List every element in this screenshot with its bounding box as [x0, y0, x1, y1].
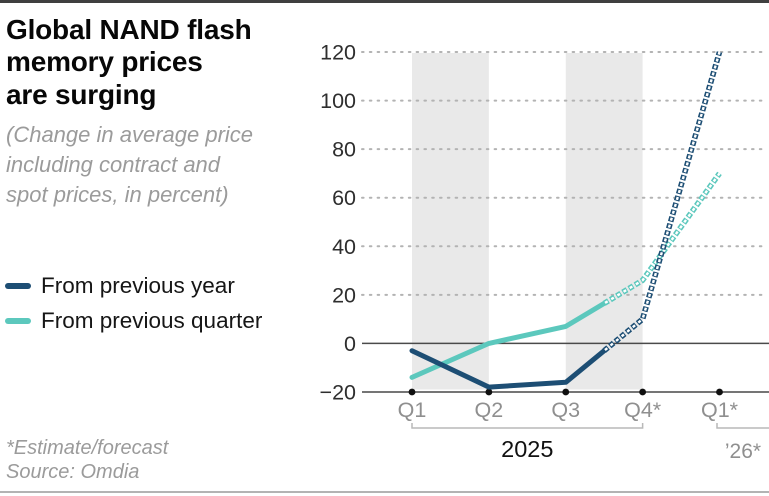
- axis-tick-dot: [639, 388, 647, 396]
- chart-title-line: Global NAND flash: [6, 14, 252, 45]
- chart-subtitle: (Change in average price including contr…: [6, 120, 306, 210]
- axis-tick-dot: [562, 388, 570, 396]
- axis-tick-dot: [408, 388, 416, 396]
- shaded-band: [412, 53, 489, 390]
- y-axis-label: 100: [320, 89, 356, 113]
- x-axis-label: Q2: [475, 398, 504, 422]
- chart-subtitle-line: (Change in average price: [6, 122, 254, 147]
- y-axis-label: 40: [332, 235, 356, 259]
- legend-label: From previous year: [41, 273, 235, 298]
- series-line-solid: [409, 300, 607, 380]
- axis-tick-dot: [716, 388, 723, 396]
- axis-tick-dot: [485, 388, 493, 396]
- legend-item-previous-quarter: From previous quarter: [5, 308, 262, 334]
- x-axis-label: Q1*: [701, 398, 739, 422]
- series-line-forecast-inner: [603, 51, 721, 352]
- y-axis-label: 120: [320, 41, 356, 65]
- series-line-solid: [409, 348, 607, 390]
- legend-item-previous-year: From previous year: [5, 273, 262, 299]
- y-axis-label: 0: [344, 332, 356, 356]
- legend-swatch-previous-year: [5, 283, 31, 289]
- year-label: 2025: [501, 436, 553, 462]
- year-bracket: [411, 423, 644, 429]
- chart-title: Global NAND flash memory prices are surg…: [6, 14, 306, 111]
- y-axis-label: −20: [320, 381, 357, 405]
- legend-label: From previous quarter: [41, 308, 263, 333]
- shaded-band: [565, 53, 643, 390]
- bottom-rule: [0, 491, 769, 493]
- legend: From previous year From previous quarter: [5, 273, 262, 343]
- estimate-note: *Estimate/forecast: [6, 437, 169, 459]
- chart-title-line: are surging: [6, 78, 157, 110]
- x-axis-label: Q3: [551, 398, 580, 422]
- source-note: Source: Omdia: [6, 461, 140, 484]
- footnotes: *Estimate/forecast Source: Omdia: [6, 436, 168, 485]
- series-line-forecast-inner: [603, 172, 721, 305]
- top-rule: [0, 0, 769, 3]
- year-label: ’26*: [725, 440, 761, 463]
- x-axis-label: Q4*: [624, 398, 662, 422]
- chart-title-line: memory prices: [6, 46, 203, 78]
- legend-swatch-previous-quarter: [5, 318, 31, 324]
- year-bracket: [716, 423, 769, 429]
- y-axis-label: 20: [332, 283, 356, 307]
- y-axis-label: 80: [332, 138, 356, 162]
- x-axis-label: Q1: [398, 398, 427, 422]
- y-axis-label: 60: [332, 186, 356, 210]
- chart-subtitle-line: including contract and: [6, 152, 221, 178]
- chart-subtitle-line: spot prices, in percent): [6, 182, 229, 208]
